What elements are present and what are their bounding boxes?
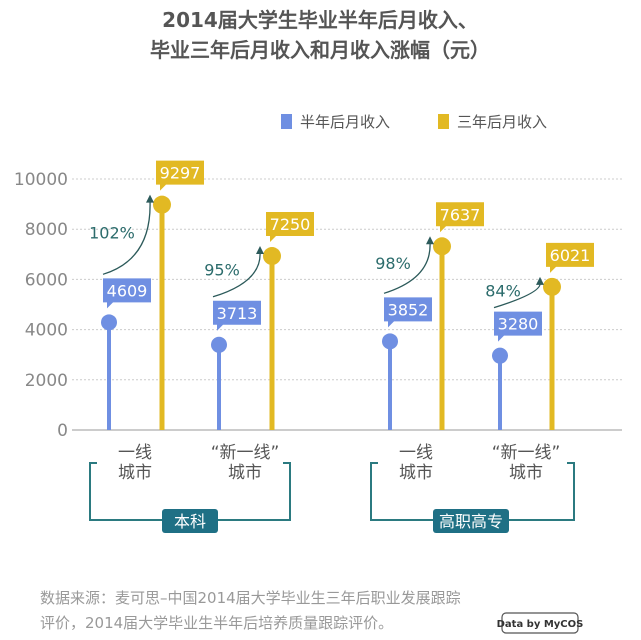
category-label: 城市 — [118, 463, 152, 483]
value-label-box — [546, 242, 594, 273]
three-year-lollipop: 9297 — [153, 160, 204, 430]
category-labels: 一线 城市 “新一线” 城市 一线 城市 “新一线” 城市 — [118, 443, 560, 483]
three-year-lollipop: 6021 — [543, 242, 594, 430]
growth-arrow: 95% — [204, 246, 264, 298]
three-year-lollipop: 7637 — [433, 202, 484, 430]
category-label: 城市 — [509, 463, 543, 483]
category-label: 一线 — [118, 443, 152, 463]
y-tick-label: 6000 — [25, 270, 68, 290]
y-tick-label: 8000 — [25, 220, 68, 240]
value-label-box — [266, 212, 314, 243]
value-label: 3713 — [217, 304, 258, 323]
source-line1: 数据来源：麦可思–中国2014届大学毕业生三年后职业发展跟踪 — [40, 589, 461, 607]
value-label: 7250 — [270, 215, 311, 234]
value-label-box — [384, 297, 432, 328]
growth-label: 102% — [89, 223, 135, 242]
legend: 半年后月收入 三年后月收入 — [281, 113, 547, 131]
value-label-box — [494, 311, 542, 342]
legend-swatch-three-year — [438, 114, 449, 129]
y-tick-label: 4000 — [25, 321, 68, 341]
growth-arrow: 84% — [485, 276, 544, 309]
y-tick-label: 10000 — [14, 170, 68, 190]
legend-label-half-year: 半年后月收入 — [300, 113, 390, 131]
value-label: 7637 — [440, 205, 481, 224]
value-label: 3280 — [498, 315, 539, 334]
data-point — [543, 277, 561, 296]
y-tick-label: 2000 — [25, 371, 68, 391]
category-label: 城市 — [399, 463, 433, 483]
chart-title-line1: 2014届大学生毕业半年后月收入、 — [162, 8, 478, 32]
y-tick-label: 0 — [57, 421, 68, 441]
legend-swatch-half-year — [281, 114, 292, 129]
category-label: “新一线” — [211, 443, 280, 463]
growth-label: 95% — [204, 260, 240, 279]
half-year-lollipop: 3280 — [492, 311, 542, 430]
category-label: “新一线” — [492, 443, 561, 463]
value-label: 3852 — [388, 300, 429, 319]
data-point — [433, 237, 451, 256]
growth-arrow: 102% — [89, 194, 154, 275]
group-bracket-undergrad: 本科 — [89, 462, 291, 533]
chart-title-line2: 毕业三年后月收入和月收入涨幅（元） — [150, 38, 490, 62]
legend-label-three-year: 三年后月收入 — [457, 113, 547, 131]
group-label: 高职高专 — [439, 512, 503, 531]
value-label-box — [103, 278, 151, 309]
value-label-box — [436, 202, 484, 233]
mycos-logo: Data by MyCOS — [497, 612, 584, 634]
logo-text: Data by MyCOS — [497, 619, 584, 630]
value-label: 9297 — [160, 164, 201, 183]
group-bracket-vocational: 高职高专 — [370, 462, 575, 533]
data-point — [382, 333, 398, 350]
growth-label: 98% — [375, 254, 411, 273]
data-point — [153, 195, 171, 214]
data-point — [263, 247, 281, 266]
data-point — [101, 314, 117, 331]
half-year-lollipop: 3852 — [382, 297, 432, 430]
data-point — [211, 336, 227, 353]
value-label-box — [213, 300, 261, 331]
group-label: 本科 — [174, 512, 206, 531]
value-label-box — [156, 160, 204, 191]
three-year-lollipop: 7250 — [263, 212, 314, 430]
growth-label: 84% — [485, 281, 521, 300]
growth-arrow: 98% — [375, 236, 434, 294]
value-label: 4609 — [107, 281, 148, 300]
half-year-lollipop: 3713 — [211, 300, 261, 430]
value-label: 6021 — [550, 246, 591, 265]
category-label: 城市 — [228, 463, 262, 483]
category-label: 一线 — [399, 443, 433, 463]
data-point — [492, 347, 508, 364]
half-year-lollipop: 4609 — [101, 278, 151, 430]
source-line2: 评价，2014届大学毕业生半年后培养质量跟踪评价。 — [40, 614, 393, 632]
